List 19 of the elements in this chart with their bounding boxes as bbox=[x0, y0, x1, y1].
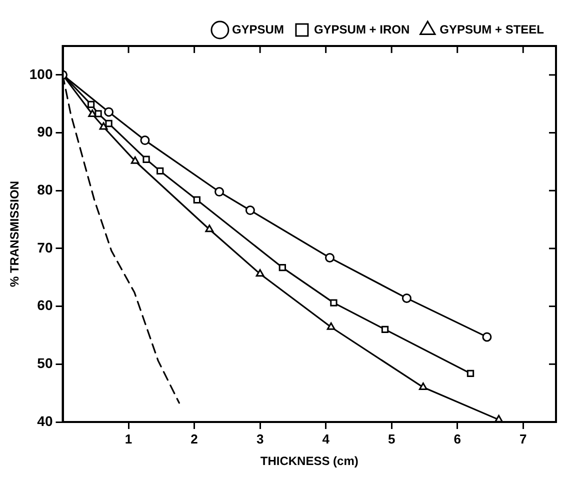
x-tick-label: 3 bbox=[256, 431, 264, 446]
y-tick-label: 100 bbox=[29, 66, 53, 82]
x-axis-title: THICKNESS (cm) bbox=[260, 454, 358, 468]
y-tick-label: 50 bbox=[37, 355, 53, 372]
legend-label: GYPSUM + STEEL bbox=[440, 22, 544, 36]
x-tick-label: 7 bbox=[520, 431, 527, 446]
y-tick-label: 80 bbox=[37, 181, 53, 198]
x-tick-label: 4 bbox=[322, 431, 330, 446]
x-tick-label: 1 bbox=[124, 431, 132, 446]
x-tick-label: 5 bbox=[388, 431, 396, 446]
y-tick-label: 60 bbox=[37, 297, 53, 314]
x-tick-label: 2 bbox=[190, 431, 198, 446]
legend-label: GYPSUM bbox=[232, 22, 284, 36]
y-axis-title: % TRANSMISSION bbox=[8, 180, 22, 288]
x-tick-label: 6 bbox=[454, 431, 461, 446]
legend-label: GYPSUM + IRON bbox=[314, 22, 410, 36]
y-tick-label: 70 bbox=[37, 239, 53, 256]
y-tick-label: 90 bbox=[37, 124, 53, 140]
y-tick-label: 40 bbox=[37, 412, 53, 429]
